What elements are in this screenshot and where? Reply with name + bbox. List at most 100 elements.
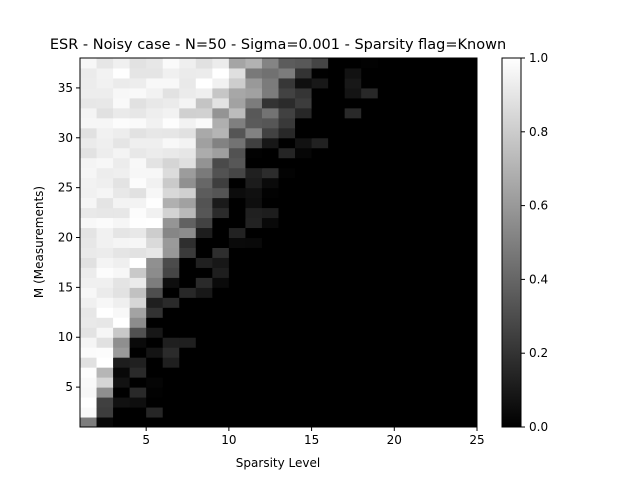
- heatmap-cell: [228, 287, 246, 298]
- heatmap-cell: [328, 367, 346, 378]
- heatmap-cell: [328, 107, 346, 119]
- heatmap-cell: [261, 267, 279, 278]
- heatmap-cell: [80, 277, 98, 288]
- heatmap-cell: [344, 77, 362, 89]
- heatmap-cell: [427, 167, 445, 179]
- heatmap-cell: [212, 107, 230, 119]
- heatmap-cell: [328, 377, 346, 388]
- heatmap-cell: [410, 217, 428, 229]
- heatmap-cell: [179, 297, 197, 308]
- heatmap-cell: [328, 257, 346, 268]
- heatmap-cell: [179, 367, 197, 378]
- heatmap-cell: [228, 227, 246, 239]
- heatmap-cell: [228, 177, 246, 189]
- heatmap-cell: [162, 197, 180, 209]
- heatmap-cell: [195, 207, 213, 219]
- heatmap-cell: [179, 277, 197, 288]
- heatmap-cell: [427, 58, 445, 69]
- heatmap-cell: [427, 307, 445, 318]
- heatmap-cell: [410, 58, 428, 69]
- heatmap-cell: [460, 157, 478, 169]
- heatmap-cell: [195, 267, 213, 278]
- heatmap-cell: [460, 347, 478, 358]
- heatmap-cell: [96, 387, 114, 398]
- heatmap-cell: [427, 197, 445, 209]
- heatmap-cell: [295, 247, 313, 258]
- heatmap-cell: [261, 97, 279, 109]
- heatmap-cell: [80, 307, 98, 318]
- heatmap-cell: [394, 107, 412, 119]
- heatmap-cell: [179, 217, 197, 229]
- heatmap-cell: [212, 357, 230, 368]
- heatmap-cell: [361, 207, 379, 219]
- heatmap-cell: [460, 377, 478, 388]
- heatmap-cell: [162, 277, 180, 288]
- heatmap-cell: [311, 58, 329, 69]
- heatmap-cell: [410, 147, 428, 159]
- heatmap-cell: [129, 327, 147, 338]
- y-tick-label: 10: [58, 330, 73, 344]
- heatmap-cell: [361, 337, 379, 348]
- heatmap-cell: [245, 197, 263, 209]
- heatmap-cell: [295, 177, 313, 189]
- heatmap-cell: [146, 247, 164, 258]
- colorbar-tick-label: 0.4: [529, 272, 548, 286]
- heatmap-cell: [311, 77, 329, 89]
- heatmap-cell: [344, 257, 362, 268]
- heatmap-cell: [212, 207, 230, 219]
- heatmap-cell: [245, 207, 263, 219]
- heatmap-cell: [146, 417, 164, 428]
- heatmap-cell: [245, 347, 263, 358]
- heatmap-cell: [245, 337, 263, 348]
- heatmap-cell: [195, 127, 213, 139]
- heatmap-cell: [278, 337, 296, 348]
- heatmap-cell: [261, 197, 279, 209]
- heatmap-cell: [460, 207, 478, 219]
- heatmap-cell: [261, 77, 279, 89]
- heatmap-cell: [228, 307, 246, 318]
- heatmap-cell: [80, 297, 98, 308]
- heatmap-cell: [162, 147, 180, 159]
- heatmap-cell: [179, 167, 197, 179]
- heatmap-cell: [394, 97, 412, 109]
- heatmap-cell: [113, 357, 131, 368]
- y-axis: 5 10 15 20 25 30 35: [58, 81, 80, 394]
- heatmap-cell: [129, 147, 147, 159]
- heatmap-cell: [162, 207, 180, 219]
- heatmap-cell: [377, 367, 395, 378]
- heatmap-cell: [80, 117, 98, 129]
- heatmap-cell: [228, 207, 246, 219]
- heatmap-cell: [410, 207, 428, 219]
- heatmap-cell: [311, 247, 329, 258]
- heatmap-cell: [410, 77, 428, 89]
- heatmap-cell: [460, 387, 478, 398]
- heatmap-cell: [377, 387, 395, 398]
- heatmap-cell: [311, 397, 329, 408]
- heatmap-cell: [179, 377, 197, 388]
- heatmap-cell: [195, 307, 213, 318]
- heatmap-cell: [245, 257, 263, 268]
- heatmap-cell: [377, 307, 395, 318]
- heatmap-cell: [162, 107, 180, 119]
- heatmap-cell: [344, 297, 362, 308]
- heatmap-cell: [460, 197, 478, 209]
- heatmap-cell: [295, 407, 313, 418]
- heatmap-cell: [361, 387, 379, 398]
- heatmap-cell: [129, 207, 147, 219]
- heatmap-cell: [96, 77, 114, 89]
- heatmap-cell: [96, 197, 114, 209]
- heatmap-cell: [113, 207, 131, 219]
- heatmap-cell: [212, 58, 230, 69]
- heatmap-cell: [146, 357, 164, 368]
- heatmap-cell: [228, 58, 246, 69]
- heatmap-cell: [344, 287, 362, 298]
- heatmap-cell: [311, 227, 329, 239]
- heatmap-cell: [278, 267, 296, 278]
- heatmap-cell: [129, 277, 147, 288]
- heatmap-cell: [377, 107, 395, 119]
- heatmap-cell: [212, 307, 230, 318]
- heatmap-cell: [80, 377, 98, 388]
- heatmap-cell: [129, 67, 147, 79]
- heatmap-cell: [278, 247, 296, 258]
